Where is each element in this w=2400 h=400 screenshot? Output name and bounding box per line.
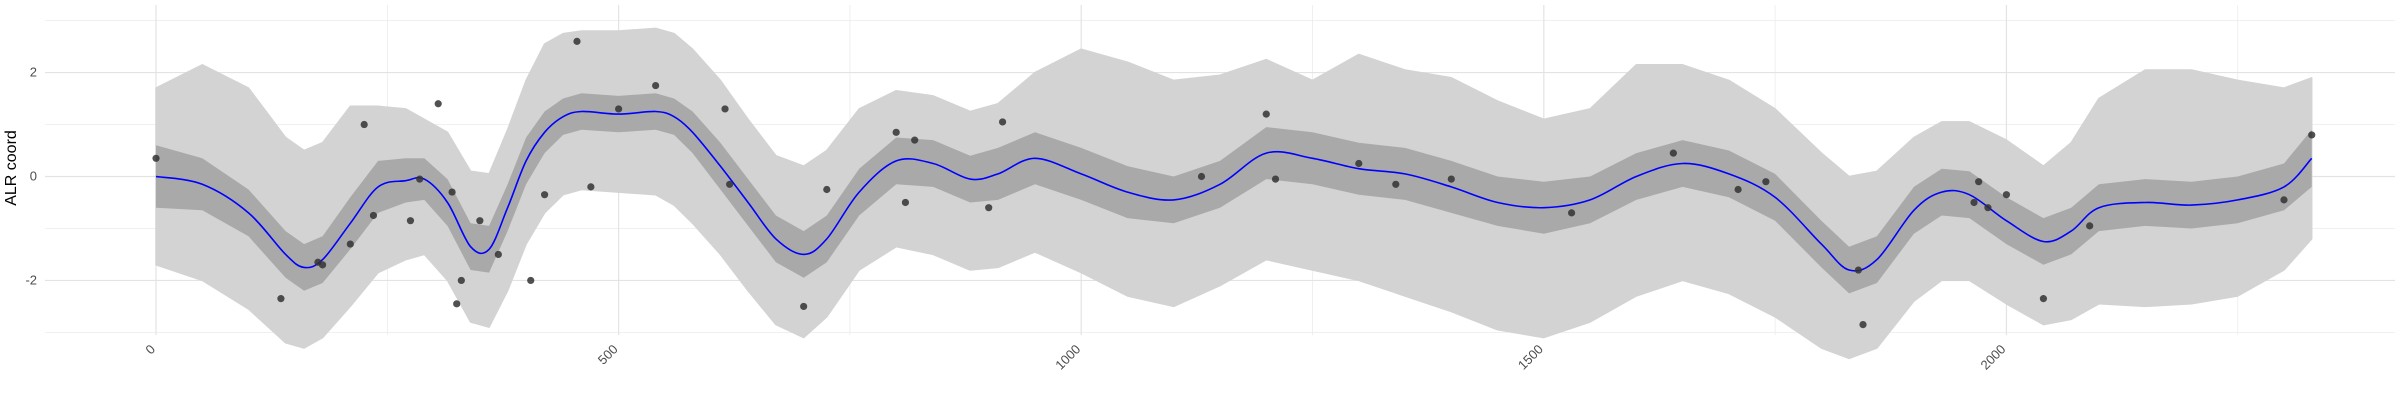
observation-point xyxy=(573,37,581,45)
mean-line-path xyxy=(155,110,2313,272)
observation-point xyxy=(726,180,734,188)
observation-point xyxy=(1975,178,1983,186)
observation-point xyxy=(998,118,1007,126)
observation-point xyxy=(1197,172,1206,181)
observation-point xyxy=(1355,159,1363,168)
observation-point xyxy=(615,105,623,113)
observation-point xyxy=(527,276,535,285)
observation-point xyxy=(2039,295,2048,303)
observation-point xyxy=(369,211,378,220)
y-axis-title: ALR coord xyxy=(3,130,20,206)
observation-point xyxy=(318,261,327,269)
observation-points xyxy=(152,37,2316,329)
observation-point xyxy=(457,276,465,285)
observation-point xyxy=(911,136,919,144)
observation-point xyxy=(494,250,502,259)
observation-point xyxy=(892,128,900,136)
observation-point xyxy=(2280,196,2288,204)
observation-point xyxy=(2086,222,2094,230)
observation-point xyxy=(277,295,285,303)
observation-point xyxy=(152,154,160,162)
observation-point xyxy=(346,240,354,248)
observation-point xyxy=(448,188,456,196)
y-tick-label: 0 xyxy=(30,168,37,183)
observation-point xyxy=(901,198,910,207)
observation-point xyxy=(2308,131,2316,139)
observation-point xyxy=(360,120,368,129)
observation-point xyxy=(1854,266,1862,274)
observation-point xyxy=(434,100,442,108)
y-tick-labels: -2 0 2 xyxy=(25,65,37,288)
band-50-area xyxy=(156,93,2312,294)
observation-point xyxy=(1262,110,1270,118)
observation-point xyxy=(1271,175,1280,183)
mean-line xyxy=(155,110,2313,272)
observation-point xyxy=(1734,185,1742,194)
observation-point xyxy=(541,191,549,199)
observation-point xyxy=(1762,178,1770,186)
observation-point xyxy=(1669,149,1677,157)
y-tick-label: -2 xyxy=(25,272,37,287)
observation-point xyxy=(1984,204,1992,212)
observation-point xyxy=(2002,191,2011,199)
observation-point xyxy=(453,300,461,308)
observation-point xyxy=(652,81,660,90)
observation-point xyxy=(1567,209,1576,217)
observation-point xyxy=(1859,321,1867,329)
observation-point xyxy=(476,217,484,225)
observation-point xyxy=(985,204,993,212)
observation-point xyxy=(721,105,729,113)
observation-point xyxy=(823,185,831,194)
observation-point xyxy=(587,183,595,191)
observation-point xyxy=(406,217,415,225)
band-50 xyxy=(156,93,2312,294)
y-tick-label: 2 xyxy=(30,65,37,80)
observation-point xyxy=(800,302,808,311)
observation-point xyxy=(1447,175,1455,183)
observation-point xyxy=(1970,198,1978,207)
observation-point xyxy=(416,175,424,183)
observation-point xyxy=(1392,180,1400,188)
